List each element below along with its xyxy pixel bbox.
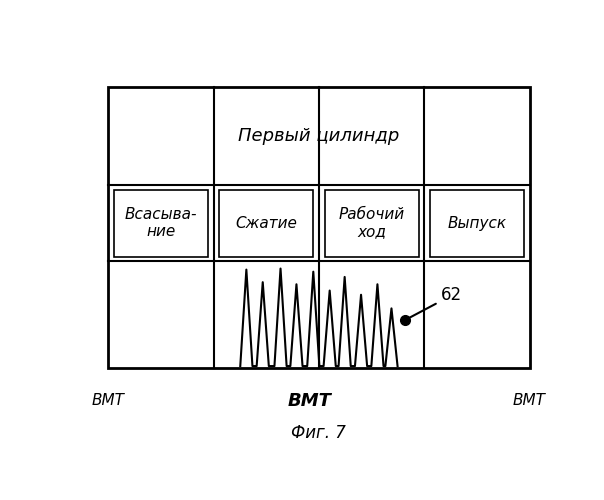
Text: Рабочий
ход: Рабочий ход [338,207,405,240]
Text: ВМТ: ВМТ [513,393,546,408]
Text: 62: 62 [408,286,462,318]
Text: ВМТ: ВМТ [288,392,332,409]
Text: Выпуск: Выпуск [448,216,507,231]
Text: ВМТ: ВМТ [92,393,125,408]
Text: Всасыва-
ние: Всасыва- ние [124,207,197,240]
Text: Сжатие: Сжатие [236,216,297,231]
Bar [219,190,313,256]
Bar [108,87,530,368]
Bar [324,190,419,256]
Text: Первый цилиндр: Первый цилиндр [239,127,399,145]
Bar [430,190,524,256]
Text: Фиг. 7: Фиг. 7 [292,424,346,442]
Bar [114,190,208,256]
